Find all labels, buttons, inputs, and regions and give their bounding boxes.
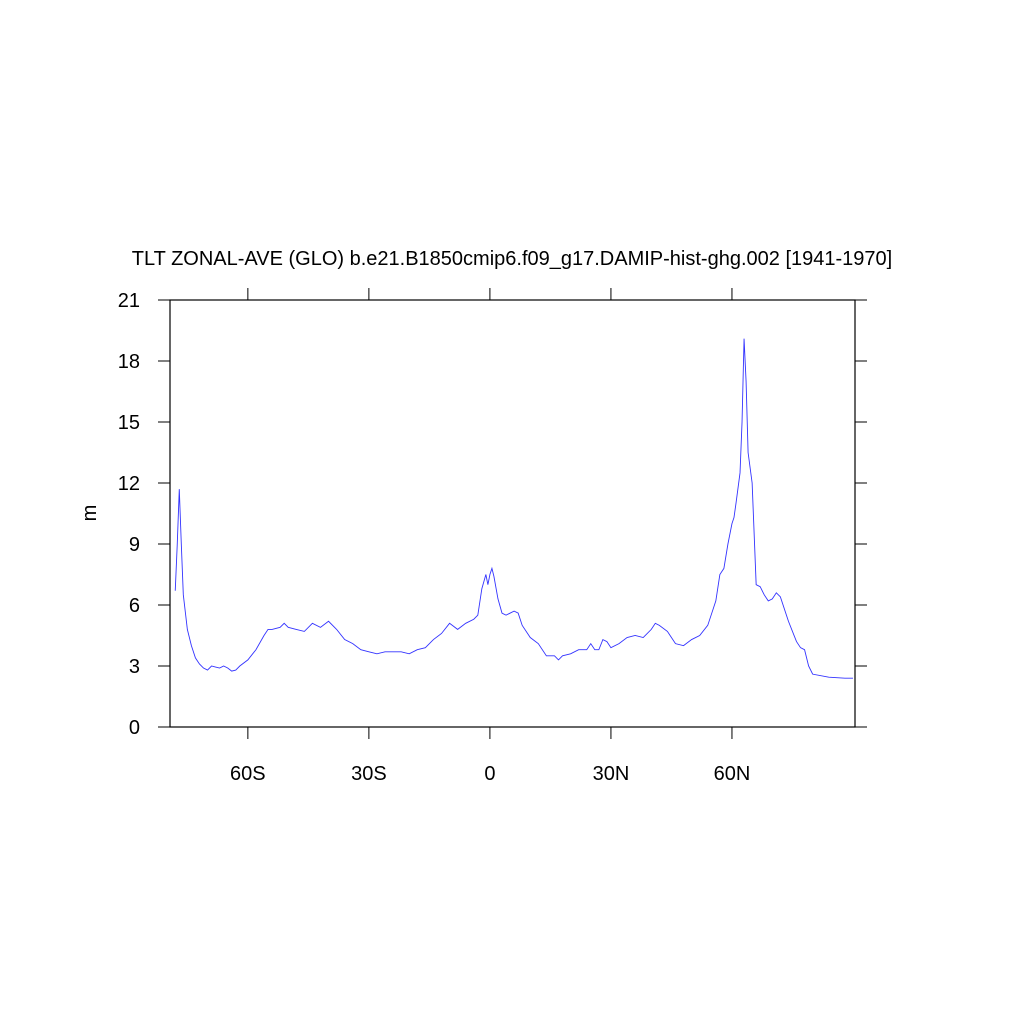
y-tick-label: 18 [118,351,140,373]
x-tick-label: 60N [714,763,751,785]
y-tick-label: 21 [118,290,140,312]
y-tick-label: 12 [118,473,140,495]
data-line [174,338,853,679]
chart-title: TLT ZONAL-AVE (GLO) b.e21.B1850cmip6.f09… [132,248,892,270]
y-tick-label: 9 [129,534,140,556]
y-axis-label: m [79,505,101,522]
y-tick-label: 15 [118,412,140,434]
y-tick-label: 3 [129,656,140,678]
x-tick-label: 0 [484,763,495,785]
plot-frame [169,299,856,728]
x-tick-label: 60S [230,763,266,785]
x-tick-label: 30N [593,763,630,785]
y-tick-label: 6 [129,595,140,617]
y-tick-label: 0 [129,717,140,739]
x-tick-label: 30S [351,763,387,785]
